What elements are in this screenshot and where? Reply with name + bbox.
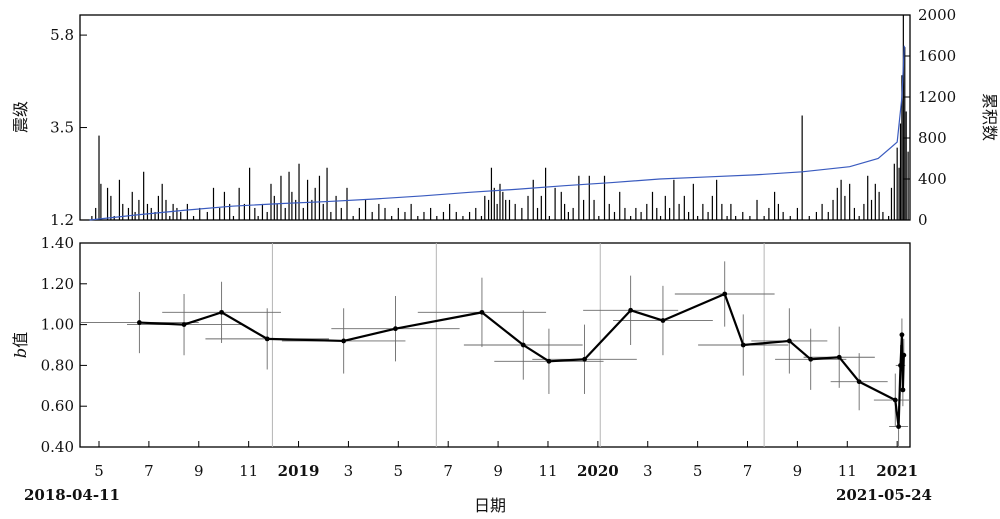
x-axis-title: 日期 (474, 496, 506, 515)
b-value-point (546, 358, 552, 364)
b-value-point (836, 354, 842, 360)
end-date-label: 2021-05-24 (836, 486, 932, 504)
b-value-point (520, 342, 526, 348)
top-right-y-tick-label: 2000 (918, 6, 956, 24)
bottom-x-tick-label: 9 (793, 462, 803, 480)
b-value-point (628, 307, 634, 313)
bottom-y-tick-label: 1.00 (41, 316, 74, 334)
bottom-axis-title: b值 (11, 332, 30, 358)
b-value-point (896, 424, 901, 429)
b-value-point (582, 356, 587, 362)
bottom-x-tick-label: 7 (144, 462, 154, 480)
top-y-tick-label: 1.2 (50, 211, 74, 229)
bottom-y-tick-label: 0.60 (41, 397, 74, 415)
top-y-ticks: 1.2 3.5 5.8 (50, 26, 87, 229)
bottom-x-tick-label: 11 (538, 462, 557, 480)
b-value-point (901, 352, 907, 358)
b-value-point (181, 322, 187, 327)
b-value-point (393, 326, 398, 332)
bottom-x-tick-label: 3 (643, 462, 653, 480)
top-right-y-ticks: 0 400 800 1200 1600 2000 (903, 6, 956, 229)
bottom-x-tick-label: 9 (194, 462, 204, 480)
top-right-y-tick-label: 1200 (918, 88, 956, 106)
b-value-point (899, 332, 905, 338)
b-value-point (900, 387, 906, 393)
bottom-x-tick-label: 9 (493, 462, 503, 480)
bottom-x-tick-label: 5 (394, 462, 404, 480)
bottom-x-tick-label: 5 (693, 462, 703, 480)
bottom-x-tick-label: 2019 (278, 462, 320, 480)
b-value-point (786, 338, 792, 344)
top-right-y-tick-label: 800 (918, 129, 947, 147)
b-value-point (660, 318, 666, 323)
b-value-point (856, 379, 862, 385)
bottom-x-tick-label: 7 (443, 462, 453, 480)
b-suffix: 值 (11, 332, 30, 348)
bottom-panel: 0.40 0.60 0.80 1.00 1.20 1.40 5 7 9 11 2019 3 5 7 9 11… (11, 234, 932, 515)
bottom-x-tick-label: 3 (344, 462, 354, 480)
top-right-axis-title: 累积数 (980, 93, 999, 141)
top-right-y-tick-label: 0 (918, 211, 928, 229)
bottom-y-ticks: 0.40 0.60 0.80 1.00 1.20 1.40 (41, 234, 87, 456)
bottom-y-tick-label: 1.20 (41, 275, 74, 293)
bottom-x-tick-label: 7 (743, 462, 753, 480)
bottom-y-tick-label: 0.40 (41, 438, 74, 456)
top-panel-frame (79, 14, 911, 221)
b-value-point (341, 338, 347, 344)
b-value-point (219, 309, 224, 315)
top-left-axis-title: 震级 (11, 101, 30, 133)
bottom-x-tick-label: 11 (838, 462, 857, 480)
top-panel: 1.2 3.5 5.8 0 400 800 1200 1600 2000 震级 累积数 (11, 6, 999, 229)
start-date-label: 2018-04-11 (24, 486, 120, 504)
top-y-tick-label: 5.8 (50, 26, 74, 44)
bottom-x-tick-label: 11 (239, 462, 258, 480)
cumulative-count-line (89, 45, 905, 221)
b-value-point (898, 363, 903, 368)
bottom-x-tick-label: 2021 (876, 462, 918, 480)
b-value-point (740, 342, 746, 348)
bottom-grid (271, 243, 765, 447)
b-value-point (264, 336, 270, 342)
b-value-point (892, 397, 898, 403)
bottom-y-tick-label: 1.40 (41, 234, 74, 252)
bottom-x-ticks: 5 7 9 11 2019 3 5 7 9 11 2020 3 5 7 9 11 2021 (94, 441, 918, 480)
top-right-y-tick-label: 1600 (918, 47, 956, 65)
b-value-point (808, 356, 814, 362)
top-right-y-tick-label: 400 (918, 170, 947, 188)
bottom-y-tick-label: 0.80 (41, 356, 74, 374)
top-y-tick-label: 3.5 (50, 119, 74, 137)
magnitude-bars (91, 15, 909, 220)
bottom-x-tick-label: 2020 (577, 462, 619, 480)
b-value-points (136, 291, 907, 429)
b-value-point (722, 291, 728, 297)
b-symbol: b (11, 348, 30, 358)
b-value-point (136, 320, 142, 325)
b-value-line (139, 292, 905, 428)
b-value-point (479, 309, 485, 315)
bottom-x-tick-label: 5 (94, 462, 104, 480)
